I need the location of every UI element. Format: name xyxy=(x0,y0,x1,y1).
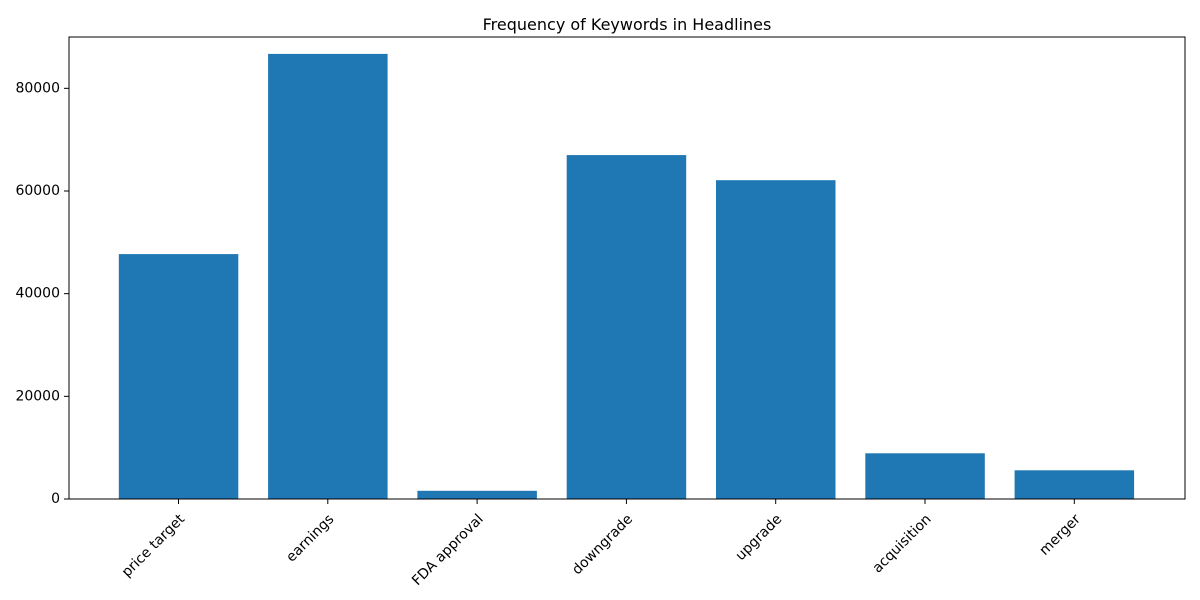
bar-price-target xyxy=(118,254,239,499)
x-tick-label: merger xyxy=(1037,511,1085,559)
bar-earnings xyxy=(268,53,388,500)
x-tick-label: downgrade xyxy=(569,511,636,578)
bar-upgrade xyxy=(716,180,836,499)
bar-fda-approval xyxy=(417,490,537,499)
x-axis: price target earnings FDA approval downgrad… xyxy=(119,499,1084,589)
y-tick-label: 60000 xyxy=(15,183,60,199)
bars-group xyxy=(118,53,1135,500)
x-tick-label: earnings xyxy=(283,511,337,565)
plot-frame xyxy=(68,36,1186,500)
x-tick-label: upgrade xyxy=(733,511,786,564)
y-tick-label: 0 xyxy=(51,491,60,507)
bar-merger xyxy=(1014,470,1135,499)
bar-downgrade xyxy=(566,155,687,499)
x-tick-label: FDA approval xyxy=(409,511,487,589)
x-tick-label: price target xyxy=(119,511,189,581)
y-axis: 0 20000 40000 60000 80000 xyxy=(15,80,69,507)
y-tick-label: 20000 xyxy=(15,388,60,404)
y-tick-label: 80000 xyxy=(15,80,60,96)
y-tick-label: 40000 xyxy=(15,286,60,302)
chart-title: Frequency of Keywords in Headlines xyxy=(483,15,772,34)
bar-acquisition xyxy=(865,453,985,499)
x-tick-label: acquisition xyxy=(870,511,935,576)
